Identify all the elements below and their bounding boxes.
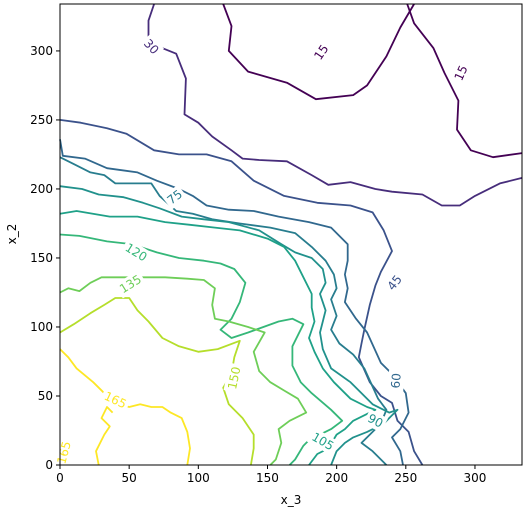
contour-label-mask-75-1: [161, 184, 188, 210]
contour-label-mask-90-1: [362, 409, 388, 433]
x-axis-label: x_3: [281, 493, 302, 507]
y-tick-label-200: 200: [30, 182, 53, 196]
x-tick-label-300: 300: [464, 471, 487, 485]
x-tick-label-0: 0: [56, 471, 64, 485]
y-tick-label-250: 250: [30, 113, 53, 127]
contour-label-165-2: 165: [54, 440, 73, 466]
contour-label-mask-120-1: [119, 238, 153, 267]
contour-line-165-2: [95, 406, 114, 466]
contour-label-mask-165-1: [99, 386, 132, 414]
contour-line-15-1: [222, 3, 415, 101]
contour-label-mask-15-2: [449, 60, 473, 86]
y-tick-label-50: 50: [38, 389, 53, 403]
contour-line-15-2: [406, 3, 523, 159]
contour-label-15-2: 15: [452, 63, 471, 83]
contour-line-45: [59, 119, 424, 466]
x-axis-ticks: 0 50 100 150 200 250 300: [56, 465, 486, 485]
y-tick-label-150: 150: [30, 251, 53, 265]
contour-label-mask-150-1: [223, 362, 246, 394]
contour-line-75: [59, 156, 388, 466]
x-tick-label-150: 150: [256, 471, 279, 485]
x-tick-label-250: 250: [394, 471, 417, 485]
y-axis-label: x_2: [5, 224, 19, 245]
contour-label-90-1: 90: [365, 411, 385, 431]
y-tick-label-100: 100: [30, 320, 53, 334]
contour-label-60-1: 60: [388, 373, 403, 389]
contour-line-150: [59, 297, 255, 466]
y-tick-label-300: 300: [30, 44, 53, 58]
contour-label-150-1: 150: [225, 365, 243, 390]
y-tick-label-0: 0: [45, 458, 53, 472]
contour-label-mask-165-2: [52, 437, 76, 469]
x-tick-label-200: 200: [325, 471, 348, 485]
contour-label-mask-60-1: [387, 370, 405, 392]
x-tick-label-50: 50: [122, 471, 137, 485]
y-axis-ticks: 0 50 100 150 200 250 300: [30, 44, 60, 472]
contour-line-120: [59, 233, 344, 466]
contour-line-30: [147, 3, 523, 207]
contour-label-mask-105-1: [306, 427, 339, 456]
contour-label-mask-135-1: [114, 269, 147, 299]
contour-label-mask-45-1: [382, 269, 408, 296]
contour-line-60: [59, 139, 410, 466]
x-tick-label-100: 100: [187, 471, 210, 485]
contour-line-105: [59, 210, 377, 466]
contour-label-mask-30-1: [138, 34, 164, 60]
contour-line-135: [59, 276, 308, 466]
contour-line-165-1: [59, 348, 191, 466]
contour-label-mask-15-1: [309, 39, 334, 66]
plot-frame: [59, 3, 523, 466]
